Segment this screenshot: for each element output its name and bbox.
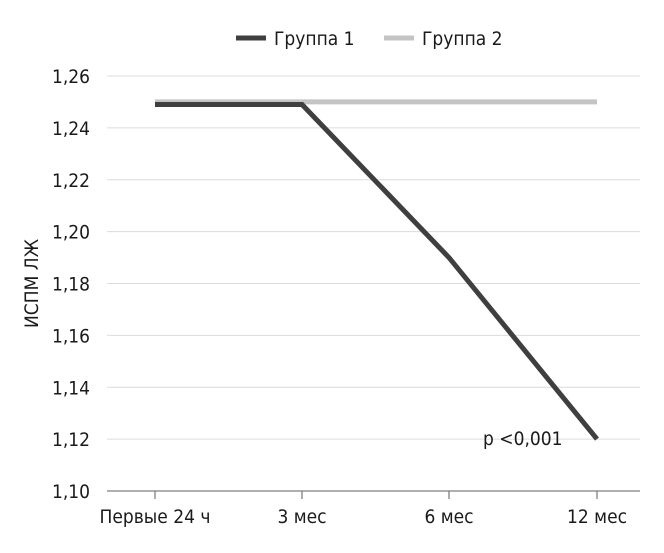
x-tick-label: 6 мес [424, 506, 473, 528]
x-tick-label: 3 мес [277, 506, 326, 528]
y-tick-label: 1,22 [52, 170, 90, 192]
y-axis-ticks: 1,10 1,12 1,14 1,16 1,18 1,20 1,22 1,24 1,26 [52, 66, 90, 503]
legend-label: Группа 2 [422, 28, 503, 50]
y-tick-label: 1,24 [52, 118, 90, 140]
y-tick-label: 1,20 [52, 222, 90, 244]
grid [107, 75, 640, 440]
y-tick-label: 1,10 [52, 481, 90, 503]
y-tick-label: 1,18 [52, 274, 90, 296]
x-tick-label: 12 мес [567, 506, 627, 528]
y-tick-label: 1,26 [52, 66, 90, 88]
y-tick-label: 1,16 [52, 325, 90, 347]
y-tick-label: 1,12 [52, 429, 90, 451]
series-lines [155, 99, 599, 441]
y-tick-label: 1,14 [52, 377, 90, 399]
y-axis-label: ИСПМ ЛЖ [21, 238, 43, 328]
series-line-1 [155, 102, 599, 441]
x-axis-ticks: Первые 24 ч 3 мес 6 мес 12 мес [99, 491, 627, 528]
legend-label: Группа 1 [274, 28, 355, 50]
legend: Группа 1 Группа 2 [236, 28, 503, 50]
p-value-annotation: p <0,001 [483, 428, 563, 450]
x-tick-label: Первые 24 ч [99, 506, 210, 528]
